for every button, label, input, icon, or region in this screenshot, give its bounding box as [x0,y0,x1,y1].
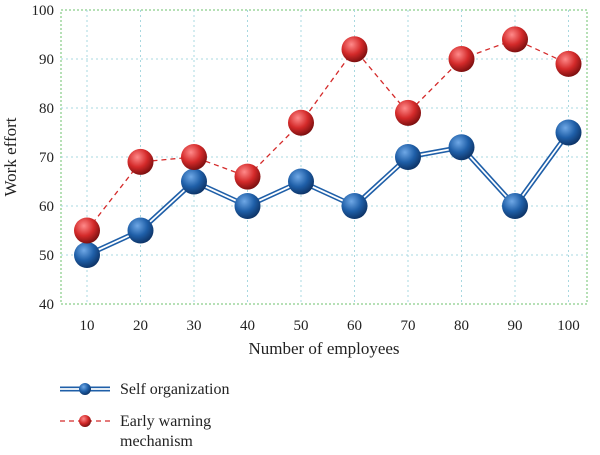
x-axis-title: Number of employees [248,339,399,358]
legend-swatch-marker [79,383,91,395]
y-tick-label: 70 [39,150,54,166]
x-tick-label: 50 [294,318,309,334]
y-tick-label: 60 [39,199,54,215]
legend-item-self-organization: Self organization [60,381,229,398]
data-point-self-organization [127,217,154,244]
x-tick-label: 20 [133,318,148,334]
legend-label: mechanism [120,433,193,450]
data-point-early-warning [395,99,421,126]
y-tick-label: 50 [39,248,54,264]
x-tick-label: 80 [454,318,469,334]
data-point-early-warning [181,144,207,170]
data-point-early-warning [288,109,314,136]
data-point-self-organization [395,144,421,170]
data-point-early-warning [234,163,261,190]
y-axis-ticks: 40 50 60 70 80 90 100 [32,3,55,313]
y-tick-label: 100 [32,3,55,19]
data-point-self-organization [74,242,100,268]
data-point-self-organization [502,193,528,219]
legend-label: Early warning [120,413,211,430]
data-point-self-organization [234,193,261,219]
x-tick-label: 10 [80,318,95,334]
data-point-early-warning [74,217,100,244]
x-tick-label: 60 [347,318,362,334]
x-tick-label: 70 [401,318,416,334]
data-point-early-warning [127,148,154,175]
x-tick-label: 40 [240,318,255,334]
data-point-early-warning [341,36,368,63]
series-self-organization [74,119,582,268]
legend-label: Self organization [120,381,229,398]
data-point-early-warning [448,46,475,72]
data-point-self-organization [555,119,582,146]
data-point-self-organization [288,168,314,195]
x-tick-label: 100 [557,318,580,334]
data-point-self-organization [448,134,475,161]
series-early-warning [74,26,582,244]
data-point-self-organization [181,168,207,195]
y-tick-label: 90 [39,52,54,68]
legend-item-early-warning: Early warning mechanism [60,413,211,450]
data-point-self-organization [341,193,368,219]
x-tick-label: 30 [187,318,202,334]
data-point-early-warning [502,26,528,53]
legend: Self organization Early warning mechanism [60,381,229,450]
series-line-early-warning [86,38,569,231]
series-layer [74,26,582,268]
y-tick-label: 40 [39,297,54,313]
series-line-inner-self-organization [86,131,570,256]
data-point-early-warning [555,50,582,77]
y-axis-title: Work effort [1,117,20,196]
y-tick-label: 80 [39,101,54,117]
legend-swatch-marker [79,415,91,427]
x-axis-ticks: 10 20 30 40 50 60 70 80 90 100 [80,318,580,334]
x-tick-label: 90 [508,318,523,334]
